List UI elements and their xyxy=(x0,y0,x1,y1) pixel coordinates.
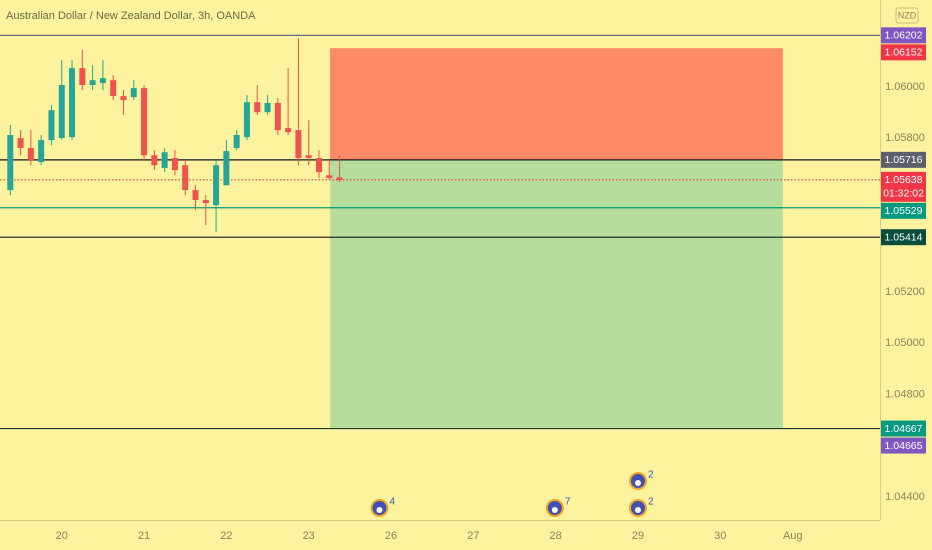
candle-body xyxy=(213,165,220,206)
y-tick-label: 1.05800 xyxy=(885,132,925,144)
y-tick-label: 1.04800 xyxy=(885,388,925,400)
candle-body xyxy=(7,134,14,191)
countdown: 01:32:02 xyxy=(883,188,924,200)
price-label: 1.04667 xyxy=(885,423,923,435)
currency: NZD xyxy=(898,10,917,20)
x-tick-label: 30 xyxy=(714,530,726,542)
price-label: 1.05529 xyxy=(885,205,923,217)
price-label: 1.04665 xyxy=(885,440,923,452)
candle-body xyxy=(326,175,333,179)
y-tick-label: 1.05200 xyxy=(885,286,925,298)
chart-title: Australian Dollar / New Zealand Dollar, … xyxy=(6,10,256,22)
target-zone xyxy=(330,159,783,429)
candle-body xyxy=(182,165,189,191)
x-tick-label: 22 xyxy=(220,530,232,542)
candle-body xyxy=(295,130,302,159)
candle-body xyxy=(69,68,76,138)
price-label: 1.05414 xyxy=(885,231,923,243)
y-tick-label: 1.06000 xyxy=(885,81,925,93)
x-tick-label: 20 xyxy=(56,530,68,542)
price-label: 1.05716 xyxy=(885,154,923,166)
candle-body xyxy=(17,138,24,149)
x-tick-label: 23 xyxy=(303,530,315,542)
candle-body xyxy=(161,152,168,169)
event-count: 2 xyxy=(648,497,654,508)
candle-body xyxy=(58,85,65,139)
candle-body xyxy=(315,158,322,173)
candle-body xyxy=(233,134,240,149)
y-tick-label: 1.05000 xyxy=(885,337,925,349)
price-label-box xyxy=(881,437,926,454)
candle-body xyxy=(254,102,261,113)
candle-body xyxy=(110,80,117,97)
event-count: 7 xyxy=(565,497,571,508)
candle-body xyxy=(243,102,250,138)
event-icon-center xyxy=(376,507,383,513)
event-icon-center xyxy=(634,480,641,486)
price-label: 1.06152 xyxy=(885,47,923,59)
candle-body xyxy=(151,155,158,166)
candle-body xyxy=(202,200,209,204)
candle-body xyxy=(27,148,34,161)
x-tick-label: 26 xyxy=(385,530,397,542)
price-label-box xyxy=(881,171,926,202)
candle-body xyxy=(336,177,343,181)
price-label: 1.06202 xyxy=(885,30,923,42)
candle-body xyxy=(171,158,178,171)
candle-body xyxy=(192,190,199,201)
y-tick-label: 1.04400 xyxy=(885,491,925,503)
candle-body xyxy=(130,88,137,98)
price-label: 1.05638 xyxy=(885,174,923,186)
candle-body xyxy=(99,78,106,83)
price-label-box xyxy=(881,229,926,246)
price-label-box xyxy=(881,44,926,61)
x-tick-label: 27 xyxy=(467,530,479,542)
candle-body xyxy=(48,110,55,141)
event-count: 2 xyxy=(648,470,654,481)
event-count: 4 xyxy=(389,497,395,508)
price-label-box xyxy=(881,27,926,44)
candle-body xyxy=(38,140,45,163)
candle-body xyxy=(89,80,96,86)
candle-body xyxy=(274,102,281,131)
x-tick-label: Aug xyxy=(783,530,803,542)
candle-body xyxy=(305,155,312,159)
event-icon-center xyxy=(634,507,641,513)
x-tick-label: 29 xyxy=(632,530,644,542)
stop-zone xyxy=(330,48,783,160)
candle-body xyxy=(141,88,148,156)
price-label-box xyxy=(881,202,926,219)
candle-body xyxy=(285,128,292,133)
event-icon-center xyxy=(551,507,558,513)
x-tick-label: 21 xyxy=(138,530,150,542)
candle-body xyxy=(264,102,271,113)
price-label-box xyxy=(881,151,926,168)
x-tick-label: 28 xyxy=(550,530,562,542)
candle-body xyxy=(79,68,86,86)
candle-body xyxy=(120,96,127,101)
price-label-box xyxy=(881,420,926,437)
currency-box xyxy=(895,7,919,24)
candle-body xyxy=(223,151,230,186)
